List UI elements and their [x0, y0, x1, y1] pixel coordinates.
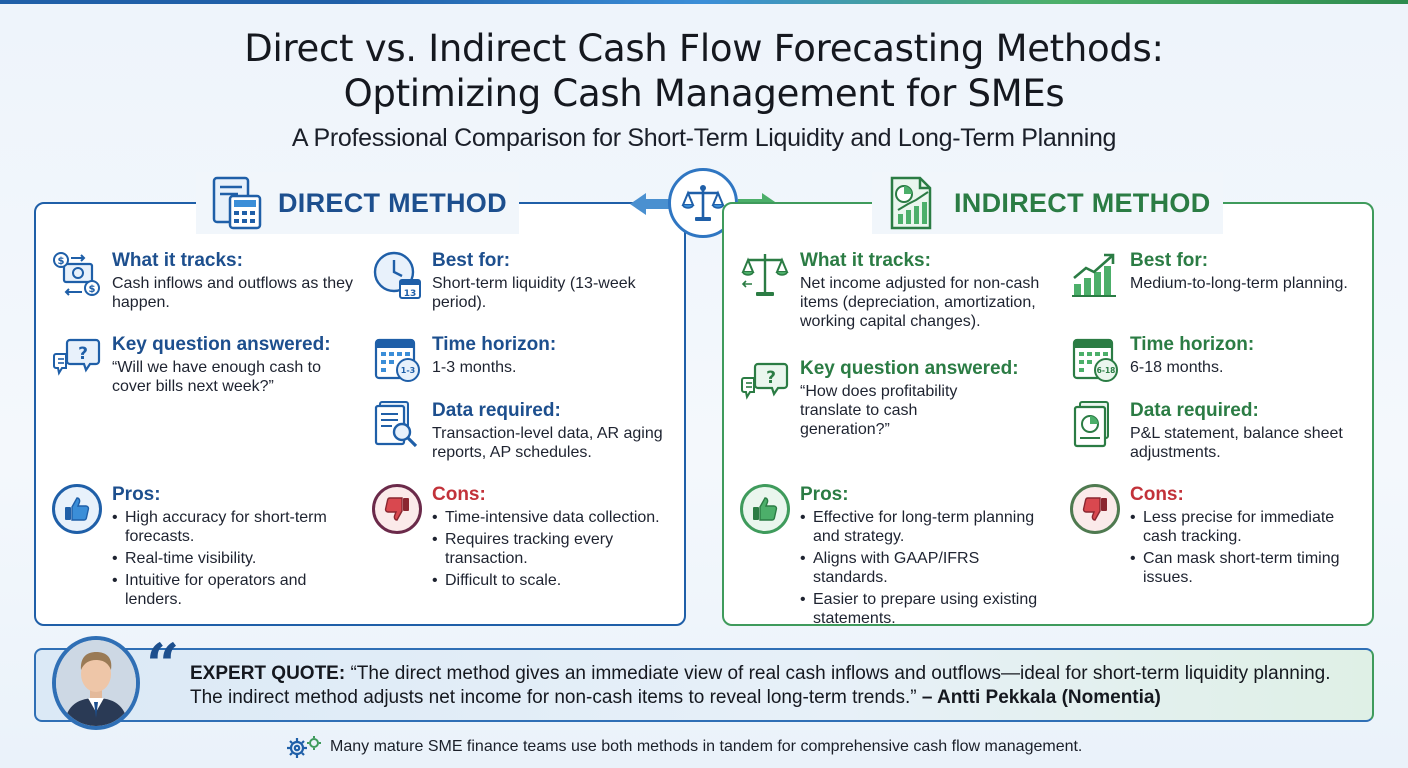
- direct-data-label: Data required:: [432, 400, 561, 421]
- list-item: Aligns with GAAP/IFRS standards.: [800, 549, 1050, 587]
- direct-tracks-text: Cash inflows and outflows as they happen…: [112, 275, 354, 311]
- direct-thumbs-up-icon-wrap: [52, 484, 102, 534]
- top-accent-bar: [0, 0, 1408, 4]
- svg-text:?: ?: [766, 368, 776, 388]
- document-chart-icon: [1073, 401, 1109, 448]
- indirect-method-header: INDIRECT METHOD: [872, 172, 1223, 234]
- indirect-thumbs-down-icon-wrap: [1070, 484, 1120, 534]
- list-item: Effective for long-term planning and str…: [800, 508, 1050, 546]
- direct-pros-list: High accuracy for short-term forecasts. …: [112, 508, 352, 612]
- calendar-icon: 6-18: [1072, 338, 1118, 382]
- direct-question-label: Key question answered:: [112, 334, 331, 355]
- direct-thumbs-down-icon-wrap: [372, 484, 422, 534]
- indirect-question-text: “How does profitability translate to cas…: [800, 383, 958, 438]
- report-chart-icon: [890, 176, 932, 230]
- indirect-data-text: P&L statement, balance sheet adjustments…: [1130, 425, 1343, 461]
- direct-cons-list: Time-intensive data collection. Requires…: [432, 508, 672, 593]
- list-item: Difficult to scale.: [432, 571, 672, 590]
- calculator-document-icon: [212, 176, 262, 230]
- indirect-horizon-text: 6-18 months.: [1130, 359, 1224, 376]
- list-item: Time-intensive data collection.: [432, 508, 672, 527]
- indirect-method-title: INDIRECT METHOD: [954, 187, 1211, 218]
- question-chat-icon: ?: [741, 362, 789, 400]
- indirect-data-label: Data required:: [1130, 400, 1259, 421]
- footer-note: Many mature SME finance teams use both m…: [284, 734, 1082, 760]
- direct-horizon-label: Time horizon:: [432, 334, 557, 355]
- list-item: Intuitive for operators and lenders.: [112, 571, 352, 609]
- direct-best-for-text: Short-term liquidity (13-week period).: [432, 275, 636, 311]
- expert-quote-lead: EXPERT QUOTE:: [190, 663, 346, 684]
- expert-quote-text: EXPERT QUOTE: “The direct method gives a…: [190, 662, 1360, 710]
- balance-scale-icon: [741, 254, 789, 296]
- title-line-2: Optimizing Cash Management for SMEs: [343, 72, 1065, 115]
- calendar-day-number: 13: [404, 289, 417, 299]
- direct-pros-label: Pros:: [112, 484, 161, 505]
- thumbs-up-icon: [65, 497, 90, 521]
- gears-icon: [287, 736, 321, 758]
- page-title: Direct vs. Indirect Cash Flow Forecastin…: [0, 26, 1408, 116]
- indirect-question-label: Key question answered:: [800, 358, 1019, 379]
- expert-quote-author: – Antti Pekkala (Nomentia): [921, 687, 1161, 708]
- indirect-tracks-label: What it tracks:: [800, 250, 931, 271]
- arrow-left-icon: [630, 193, 670, 215]
- direct-method-header: DIRECT METHOD: [196, 172, 519, 234]
- indirect-tracks-text: Net income adjusted for non-cash items (…: [800, 275, 1040, 330]
- footer-text: Many mature SME finance teams use both m…: [330, 738, 1083, 755]
- question-chat-icon: ?: [53, 338, 101, 376]
- title-line-1: Direct vs. Indirect Cash Flow Forecastin…: [244, 27, 1164, 70]
- calendar-range-tag: 1-3: [401, 366, 415, 375]
- thumbs-up-icon: [753, 497, 778, 521]
- indirect-best-for-text: Medium-to-long-term planning.: [1130, 275, 1348, 292]
- direct-horizon-text: 1-3 months.: [432, 359, 517, 376]
- list-item: Less precise for immediate cash tracking…: [1130, 508, 1350, 546]
- document-search-icon: [374, 401, 418, 448]
- avatar: [52, 636, 140, 730]
- thumbs-down-icon: [384, 497, 409, 521]
- list-item: Can mask short-term timing issues.: [1130, 549, 1350, 587]
- svg-text:?: ?: [78, 344, 88, 364]
- direct-cons-label: Cons:: [432, 484, 486, 505]
- indirect-horizon-label: Time horizon:: [1130, 334, 1255, 355]
- indirect-cons-list: Less precise for immediate cash tracking…: [1130, 508, 1350, 590]
- thumbs-down-icon: [1082, 497, 1107, 521]
- list-item: Requires tracking every transaction.: [432, 530, 672, 568]
- list-item: Easier to prepare using existing stateme…: [800, 590, 1050, 628]
- direct-best-for-label: Best for:: [432, 250, 511, 271]
- page-subtitle: A Professional Comparison for Short-Term…: [291, 124, 1117, 152]
- indirect-pros-label: Pros:: [800, 484, 849, 505]
- clock-calendar-icon: 13: [373, 251, 421, 299]
- growth-chart-icon: [1072, 253, 1116, 297]
- balance-scale-icon: [681, 185, 725, 221]
- indirect-cons-label: Cons:: [1130, 484, 1184, 505]
- direct-tracks-label: What it tracks:: [112, 250, 243, 271]
- calendar-icon: 1-3: [374, 338, 420, 382]
- list-item: High accuracy for short-term forecasts.: [112, 508, 352, 546]
- indirect-best-for-label: Best for:: [1130, 250, 1209, 271]
- direct-method-title: DIRECT METHOD: [278, 187, 507, 218]
- expert-quote-box: [34, 648, 1374, 722]
- person-portrait-icon: [56, 640, 136, 726]
- svg-text:$: $: [89, 284, 96, 295]
- calendar-range-tag: 6-18: [1097, 366, 1116, 375]
- direct-question-text: “Will we have enough cash to cover bills…: [112, 359, 321, 395]
- list-item: Real-time visibility.: [112, 549, 352, 568]
- quote-mark-icon: “: [146, 631, 180, 699]
- indirect-thumbs-up-icon-wrap: [740, 484, 790, 534]
- indirect-pros-list: Effective for long-term planning and str…: [800, 508, 1050, 631]
- direct-data-text: Transaction-level data, AR aging reports…: [432, 425, 663, 461]
- expert-quote-body: “The direct method gives an immediate vi…: [190, 663, 1331, 708]
- cash-exchange-icon: $ $: [53, 252, 100, 296]
- svg-text:$: $: [58, 256, 65, 267]
